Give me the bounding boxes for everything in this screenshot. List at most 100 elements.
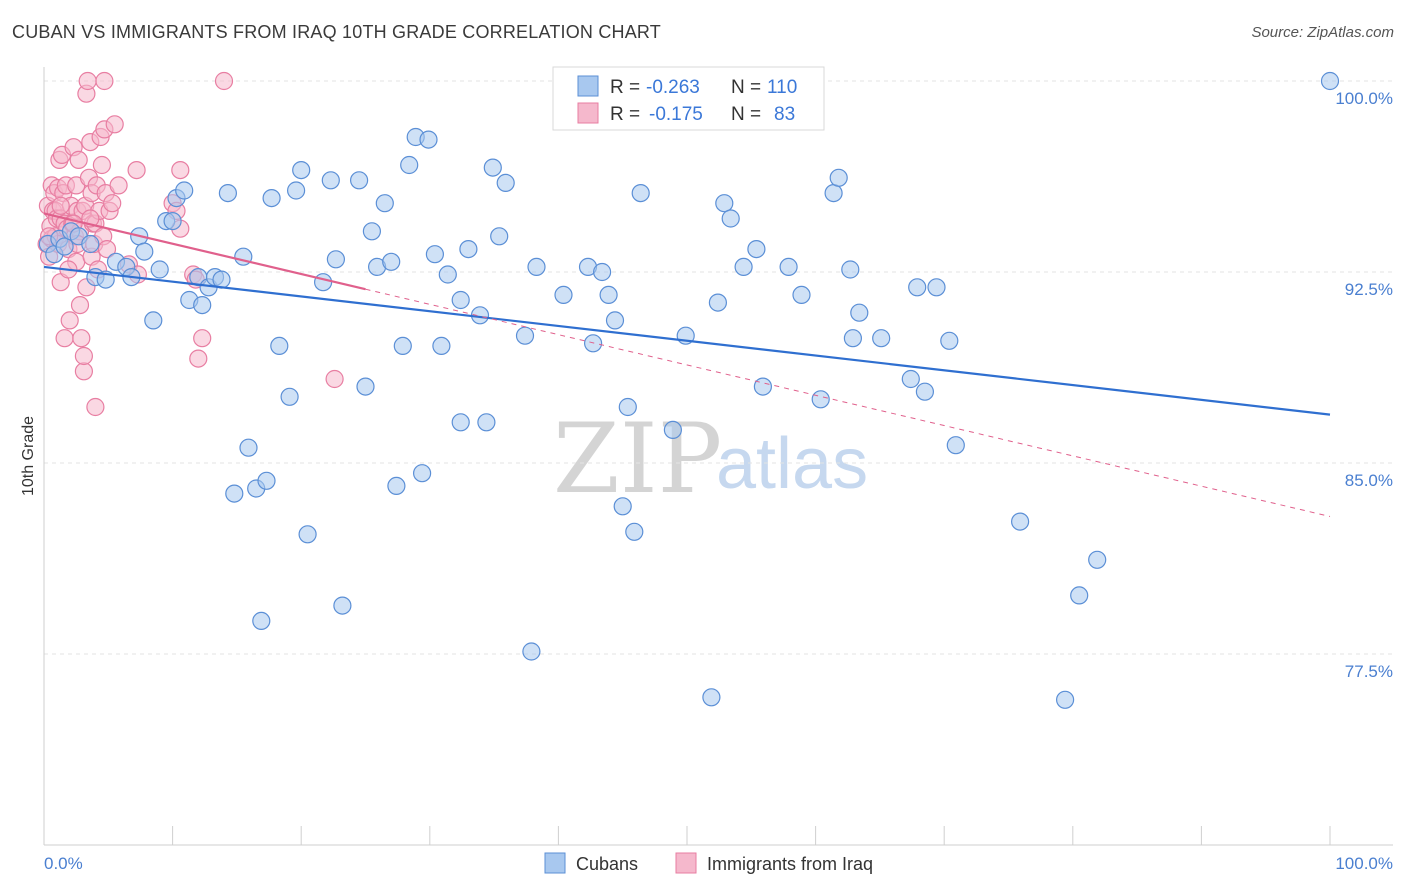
bottom-legend-label-cubans: Cubans <box>576 854 638 874</box>
point-iraq-80 <box>51 196 70 215</box>
legend-swatch-iraq <box>577 102 599 124</box>
point-cubans-79 <box>663 420 683 439</box>
y-tick-labels: 100.0% 92.5% 85.0% 77.5% <box>1335 89 1393 681</box>
legend-n-value-1: 110 <box>767 77 797 98</box>
gridlines <box>44 80 1393 655</box>
point-iraq-62 <box>105 115 124 134</box>
point-iraq-73 <box>189 349 208 368</box>
trend-line-cubans <box>43 265 1331 416</box>
point-cubans-14 <box>144 311 163 330</box>
point-cubans-106 <box>1055 690 1075 709</box>
legend-n-label-1: N = <box>731 77 761 98</box>
point-cubans-64 <box>490 227 509 246</box>
point-cubans-89 <box>792 285 811 304</box>
point-iraq-32 <box>70 296 90 315</box>
point-cubans-17 <box>163 212 182 231</box>
point-cubans-92 <box>829 168 848 187</box>
y-tick-label-0: 100.0% <box>1335 89 1393 108</box>
point-cubans-56 <box>432 336 451 355</box>
point-cubans-65 <box>496 173 515 192</box>
point-cubans-73 <box>599 285 618 304</box>
point-cubans-63 <box>483 158 502 177</box>
point-iraq-54 <box>92 155 112 175</box>
point-iraq-37 <box>74 346 94 366</box>
point-iraq-57 <box>95 71 114 91</box>
point-cubans-72 <box>592 262 612 282</box>
point-cubans-41 <box>326 250 345 269</box>
legend-r-value-1: -0.263 <box>646 77 700 98</box>
x-tick-label-max: 100.0% <box>1335 854 1393 873</box>
source-label: Source: ZipAtlas.com <box>1251 24 1394 41</box>
point-cubans-67 <box>522 642 541 661</box>
point-cubans-58 <box>451 413 470 432</box>
point-cubans-39 <box>314 273 333 292</box>
point-iraq-19 <box>55 329 74 348</box>
point-cubans-94 <box>843 329 863 348</box>
point-cubans-33 <box>262 189 281 208</box>
point-cubans-47 <box>375 194 394 213</box>
point-iraq-70 <box>171 161 190 180</box>
point-cubans-85 <box>734 257 753 276</box>
point-cubans-87 <box>753 377 773 396</box>
point-iraq-63 <box>109 176 128 195</box>
series-cubans-points <box>38 71 1340 709</box>
point-cubans-44 <box>356 377 375 396</box>
point-cubans-77 <box>625 522 644 541</box>
point-cubans-62 <box>477 413 496 432</box>
point-cubans-13 <box>135 242 154 261</box>
watermark-atlas: atlas <box>716 424 868 504</box>
legend-r-label-2: R = <box>610 104 640 125</box>
point-cubans-48 <box>382 252 401 271</box>
point-cubans-74 <box>605 311 625 330</box>
point-cubans-26 <box>218 184 237 203</box>
point-cubans-34 <box>270 336 289 355</box>
point-cubans-97 <box>901 369 920 389</box>
point-cubans-100 <box>927 278 946 297</box>
point-cubans-91 <box>824 184 843 203</box>
point-cubans-27 <box>225 484 244 503</box>
point-cubans-107 <box>1320 71 1340 91</box>
point-cubans-76 <box>618 397 637 417</box>
point-cubans-95 <box>850 303 869 322</box>
point-iraq-48 <box>86 397 105 417</box>
point-iraq-34 <box>72 329 91 348</box>
point-cubans-90 <box>811 390 830 409</box>
point-cubans-51 <box>400 155 419 175</box>
point-cubans-60 <box>459 240 478 259</box>
point-cubans-93 <box>841 260 860 279</box>
trend-line-iraq-solid <box>43 212 366 291</box>
y-tick-label-3: 77.5% <box>1345 662 1393 681</box>
legend-n-label-2: N = <box>731 104 761 125</box>
point-iraq-76 <box>325 369 344 389</box>
point-cubans-88 <box>779 257 798 276</box>
point-iraq-41 <box>78 71 97 91</box>
point-cubans-50 <box>393 336 412 355</box>
legend-r-value-2: -0.175 <box>649 104 703 125</box>
stats-legend: R = -0.263 N = 110 R = -0.175 N = 83 <box>552 66 825 131</box>
point-cubans-103 <box>1010 512 1030 531</box>
legend-r-label-1: R = <box>610 77 640 98</box>
point-cubans-96 <box>872 329 891 348</box>
point-cubans-43 <box>350 171 369 190</box>
point-iraq-59 <box>97 240 117 259</box>
point-cubans-22 <box>193 296 212 315</box>
point-cubans-59 <box>451 290 470 310</box>
bottom-legend-swatch-iraq <box>675 852 697 874</box>
bottom-legend-label-iraq: Immigrants from Iraq <box>707 854 873 874</box>
point-cubans-19 <box>175 181 194 200</box>
watermark: ZIP atlas <box>553 403 868 515</box>
chart-title: CUBAN VS IMMIGRANTS FROM IRAQ 10TH GRADE… <box>12 22 662 42</box>
point-cubans-45 <box>362 222 381 241</box>
point-cubans-29 <box>239 438 258 457</box>
point-cubans-37 <box>292 161 311 180</box>
point-cubans-66 <box>515 326 535 345</box>
point-cubans-36 <box>287 181 306 200</box>
point-cubans-81 <box>702 688 721 707</box>
point-cubans-104 <box>1070 586 1089 605</box>
series-legend: Cubans Immigrants from Iraq <box>544 852 873 874</box>
point-iraq-65 <box>127 161 146 180</box>
point-iraq-75 <box>214 71 234 91</box>
point-cubans-32 <box>257 471 276 490</box>
point-cubans-53 <box>413 464 432 483</box>
